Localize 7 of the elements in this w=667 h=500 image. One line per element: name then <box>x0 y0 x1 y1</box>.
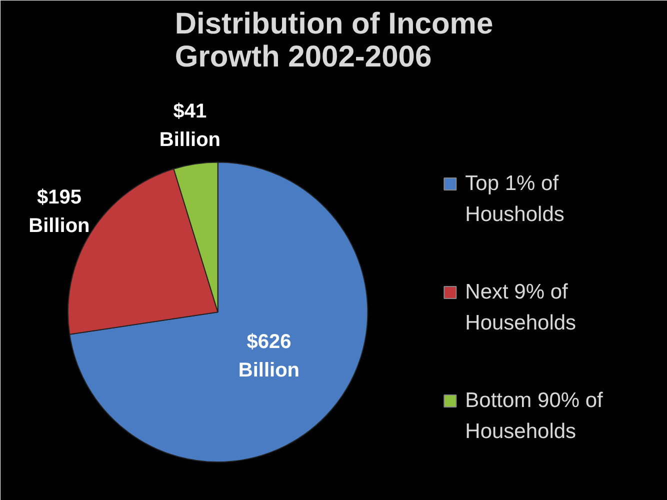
legend-label: Next 9% of Households <box>465 280 576 335</box>
legend-label: Top 1% of Housholds <box>465 172 564 226</box>
data-label: $41 Billion <box>159 100 220 152</box>
chart-title: Distribution of Income Growth 2002-2006 <box>174 8 494 74</box>
data-label: $626 Billion <box>238 331 300 382</box>
data-label: $195 Billion <box>28 186 90 238</box>
legend-label: Bottom 90% of Households <box>465 389 604 444</box>
